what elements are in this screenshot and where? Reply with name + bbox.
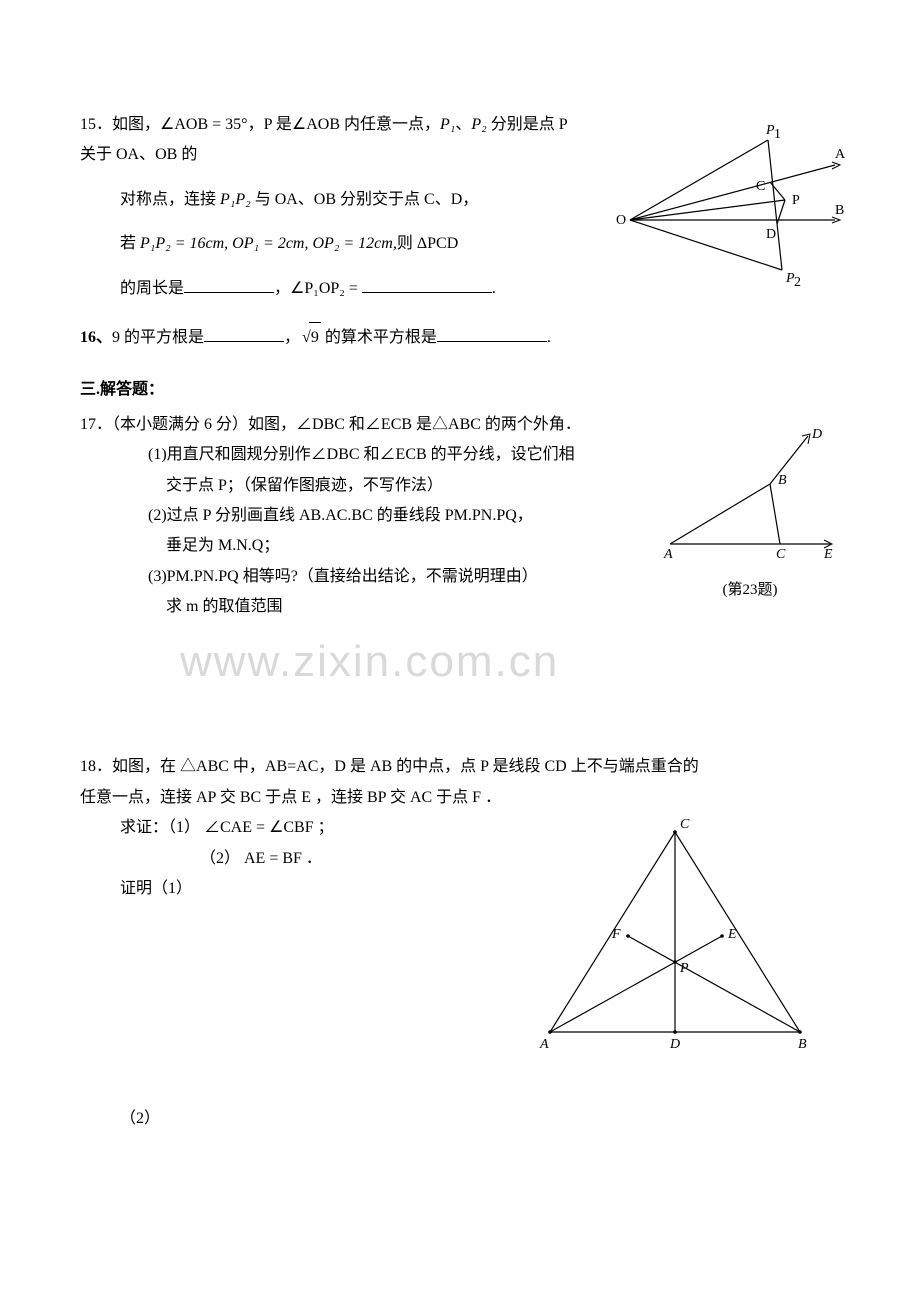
q15-line2: 对称点，连接 P₁P₂ 与 OA、OB 分别交于点 C、D，: [80, 185, 570, 215]
blank: [437, 325, 547, 342]
label-B: B: [778, 473, 787, 488]
label-O: O: [616, 213, 626, 228]
question-17: 17．（本小题满分 6 分）如图，∠DBC 和∠ECB 是△ABC 的两个外角．…: [80, 410, 840, 623]
q17-number: 17．: [80, 416, 112, 433]
svg-text:2: 2: [794, 275, 801, 290]
label-B: B: [798, 1037, 807, 1052]
label-C: C: [756, 179, 765, 194]
question-15: 15．如图，∠AOB = 35°，P 是∠AOB 内任意一点，P₁、P₂ 分别是…: [80, 110, 840, 304]
label-A: A: [835, 147, 846, 162]
q17-part3: (3)PM.PN.PQ 相等吗?（直接给出结论，不需说明理由）: [80, 562, 640, 592]
blank: [362, 276, 492, 293]
q17-part4: 求 m 的取值范围: [80, 592, 640, 622]
label-D: D: [766, 227, 776, 242]
q15-line3: 若 P₁P₂ = 16cm, OP₁ = 2cm, OP₂ = 12cm,则 Δ…: [80, 229, 570, 259]
question-16: 16、9 的平方根是，9 的算术平方根是.: [80, 322, 840, 353]
label-P: P: [679, 961, 689, 976]
label-D: D: [669, 1037, 680, 1052]
q17-head: 17．（本小题满分 6 分）如图，∠DBC 和∠ECB 是△ABC 的两个外角．: [80, 410, 640, 440]
label-D: D: [811, 427, 822, 442]
watermark: www.zixin.com.cn: [180, 620, 559, 704]
sqrt-icon: 9: [300, 322, 321, 353]
figure-15: O A B C D P P 1 P 2: [610, 120, 850, 300]
figure-17: A B C D E (第23题): [660, 424, 840, 605]
q18-proof2: （2）: [80, 1104, 840, 1134]
q17-part2b: 垂足为 M.N.Q；: [80, 531, 640, 561]
q15-line4: 的周长是，∠P₁OP₂ = .: [80, 274, 570, 304]
svg-text:1: 1: [774, 127, 781, 142]
q17-part1a: (1)用直尺和圆规分别作∠DBC 和∠ECB 的平分线，设它们相: [80, 440, 640, 470]
q18-line1: 18．如图，在 △ABC 中，AB=AC，D 是 AB 的中点，点 P 是线段 …: [80, 752, 840, 782]
blank: [184, 276, 274, 293]
figure-17-caption: (第23题): [660, 576, 840, 605]
label-C: C: [680, 817, 690, 832]
label-F: F: [611, 927, 621, 942]
label-A: A: [539, 1037, 549, 1052]
label-E: E: [727, 927, 737, 942]
blank: [204, 325, 284, 342]
label-B: B: [835, 203, 844, 218]
section-3-title: 三.解答题：: [80, 375, 840, 405]
q18-number: 18．: [80, 758, 112, 775]
page: 15．如图，∠AOB = 35°，P 是∠AOB 内任意一点，P₁、P₂ 分别是…: [0, 0, 920, 1302]
q17-part1b: 交于点 P；（保留作图痕迹，不写作法）: [80, 471, 640, 501]
label-C: C: [776, 547, 786, 562]
q16-number: 16、: [80, 329, 112, 346]
q15-number: 15．: [80, 116, 112, 133]
label-A: A: [663, 547, 673, 562]
question-18: 18．如图，在 △ABC 中，AB=AC，D 是 AB 的中点，点 P 是线段 …: [80, 752, 840, 1134]
q17-part2a: (2)过点 P 分别画直线 AB.AC.BC 的垂线段 PM.PN.PQ，: [80, 501, 640, 531]
label-E: E: [823, 547, 833, 562]
q15-line1: 15．如图，∠AOB = 35°，P 是∠AOB 内任意一点，P₁、P₂ 分别是…: [80, 110, 570, 171]
label-P: P: [792, 193, 800, 208]
q18-line2: 任意一点，连接 AP 交 BC 于点 E ，连接 BP 交 AC 于点 F ．: [80, 783, 840, 813]
figure-18: A B C D E F P: [530, 812, 820, 1052]
